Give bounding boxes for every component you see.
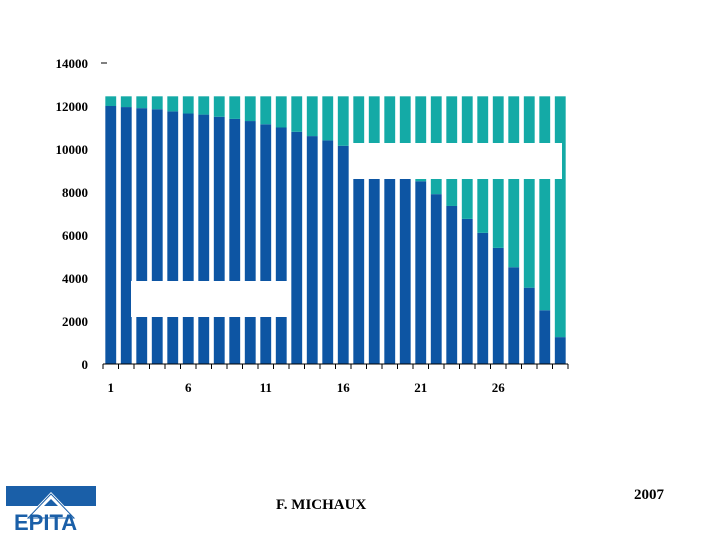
epita-logo: EPITA	[6, 486, 96, 535]
bar-series1-26	[492, 247, 504, 364]
bar-series1-22	[430, 194, 442, 364]
bar-series2-14	[306, 96, 318, 137]
bar-series1-6	[182, 113, 194, 365]
bar-series1-21	[415, 181, 427, 364]
bar-series1-9	[229, 118, 241, 365]
bar-series1-24	[461, 218, 473, 365]
bar-series1-3	[136, 108, 148, 365]
footer-year: 2007	[634, 487, 664, 503]
bar-series2-30	[554, 96, 566, 338]
bar-series1-13	[291, 131, 303, 364]
logo-text: EPITA	[14, 510, 77, 534]
bar-series1-14	[306, 136, 318, 364]
overlay-box-upper	[350, 143, 562, 179]
x-tick-label: 11	[260, 380, 272, 395]
bar-series1-29	[539, 310, 551, 364]
bar-series2-16	[337, 96, 349, 146]
bar-series1-16	[337, 145, 349, 364]
bar-series1-10	[244, 121, 256, 364]
bar-series1-4	[151, 109, 163, 364]
bar-series1-2	[120, 107, 132, 364]
bar-series1-20	[399, 172, 411, 364]
bar-series1-7	[198, 114, 210, 364]
bar-series1-30	[554, 337, 566, 365]
y-tick-label: 10000	[56, 142, 89, 157]
bar-series1-8	[213, 116, 225, 364]
bar-series2-11	[260, 96, 272, 125]
bar-series2-3	[136, 96, 148, 109]
y-tick-label: 12000	[56, 99, 89, 114]
bar-series2-17	[353, 96, 365, 152]
footer-author: F. MICHAUX	[276, 497, 367, 513]
y-tick-label: 0	[82, 357, 89, 372]
bar-series1-25	[477, 232, 489, 364]
bar-series2-9	[229, 96, 241, 119]
bar-series1-1	[105, 106, 117, 364]
bar-series1-11	[260, 124, 272, 364]
x-tick-label: 1	[108, 380, 115, 395]
x-tick-label: 6	[185, 380, 192, 395]
bar-series2-6	[182, 96, 194, 114]
bar-series2-21	[415, 96, 427, 182]
bar-series1-17	[353, 151, 365, 364]
bar-series2-12	[275, 96, 287, 128]
bars-group	[105, 96, 566, 365]
bar-series2-18	[368, 96, 380, 158]
axes-group: 1 6 11 16 21 26020004000600080001000012000140…	[56, 56, 569, 395]
y-tick-label: 2000	[62, 314, 88, 329]
bar-series2-27	[508, 96, 520, 268]
bar-series1-19	[384, 164, 396, 364]
bar-series2-8	[213, 96, 225, 117]
overlay-box-lower	[131, 281, 289, 317]
bar-series2-1	[105, 96, 117, 106]
bar-series2-4	[151, 96, 163, 110]
bar-series2-5	[167, 96, 179, 112]
y-tick-label: 4000	[62, 271, 88, 286]
bar-series2-13	[291, 96, 303, 132]
bar-series1-27	[508, 267, 520, 364]
x-tick-label: 16	[337, 380, 351, 395]
bar-series2-20	[399, 96, 411, 173]
y-tick-label: 8000	[62, 185, 88, 200]
bar-series2-10	[244, 96, 256, 122]
y-tick-label: 6000	[62, 228, 88, 243]
bar-series2-29	[539, 96, 551, 311]
bar-series1-5	[167, 111, 179, 365]
bar-series1-12	[275, 127, 287, 364]
bar-series1-15	[322, 140, 334, 364]
bar-series1-23	[446, 205, 458, 364]
bar-series2-7	[198, 96, 210, 115]
bar-series2-15	[322, 96, 334, 141]
bar-series2-19	[384, 96, 396, 165]
x-tick-label: 21	[414, 380, 427, 395]
bar-series2-2	[120, 96, 132, 108]
x-tick-label: 26	[492, 380, 506, 395]
y-tick-label: 14000	[56, 56, 89, 71]
bar-series2-28	[523, 96, 535, 288]
bar-series1-18	[368, 157, 380, 364]
bar-series1-28	[523, 287, 535, 364]
